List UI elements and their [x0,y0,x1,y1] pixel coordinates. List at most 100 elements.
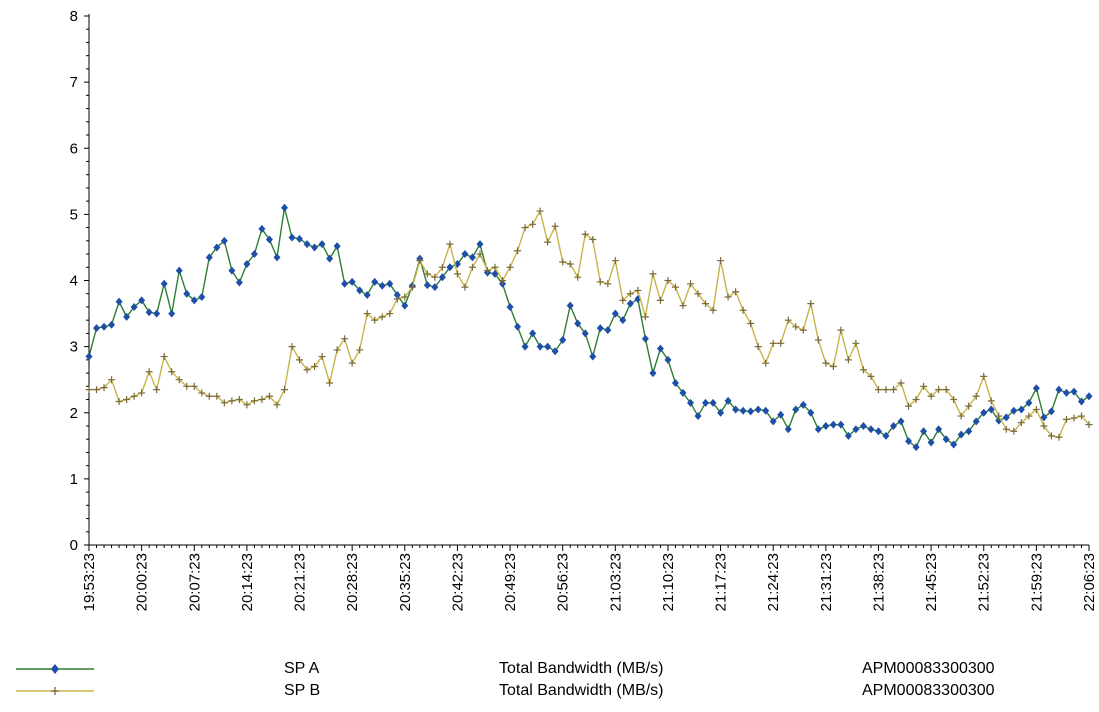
data-point [190,296,198,305]
data-point [318,240,326,249]
data-point [1055,385,1063,394]
data-point [100,322,108,331]
data-point [265,235,273,244]
data-point [679,388,687,397]
data-point [228,397,236,405]
data-point [288,343,296,351]
data-point [183,382,191,390]
data-point [551,347,559,356]
x-tick-label: 21:24:23 [765,553,782,611]
data-point [837,420,845,429]
data-point [596,324,604,333]
data-point [544,342,552,351]
data-point [273,253,281,262]
data-point [198,293,206,302]
data-point [799,400,807,409]
y-tick-label: 6 [70,140,78,157]
data-point [822,421,830,430]
data-point [784,316,792,324]
data-point [250,250,258,259]
data-point [807,300,815,308]
data-point [935,386,943,394]
data-point [995,412,1003,420]
data-point [288,233,296,242]
data-point [431,283,439,292]
data-point [664,277,672,284]
data-point [604,280,612,288]
y-tick-label: 4 [70,273,78,290]
data-point [333,346,341,354]
data-point [205,253,213,262]
data-point [1047,407,1055,416]
series-sp-a [85,203,1093,452]
data-point [935,425,943,434]
data-point [108,376,116,384]
data-point [145,308,153,317]
x-tick-label: 21:59:23 [1028,553,1045,611]
data-point [85,352,93,361]
data-point [619,316,627,325]
data-point [807,408,815,417]
data-point [965,402,973,410]
data-point [93,324,101,333]
data-point [717,257,725,265]
data-point [559,258,567,266]
data-point [529,220,537,228]
data-point [972,417,980,426]
data-point [1040,413,1048,422]
data-point [506,302,514,311]
data-point [93,386,101,394]
x-tick-label: 20:14:23 [239,553,256,611]
chart-axes [88,14,1089,546]
x-tick-label: 21:10:23 [660,553,677,611]
data-point [822,359,830,367]
x-tick-label: 19:53:23 [81,553,98,611]
data-point [438,263,446,271]
data-point [521,224,529,232]
data-point [957,430,965,439]
data-point [115,297,123,306]
data-point [153,386,161,394]
data-point [814,425,822,434]
y-axis-ticks: 0 1 2 3 4 5 6 7 8 [70,8,89,554]
data-point [611,309,619,318]
data-point [348,359,356,367]
data-point [1025,398,1033,407]
data-point [138,296,146,305]
data-point [1010,406,1018,415]
data-point [641,313,649,321]
data-point [258,396,266,404]
legend-object-id: APM00083300300 [862,660,995,677]
x-tick-label: 20:00:23 [134,553,151,611]
data-point [844,356,852,364]
y-tick-label: 1 [70,471,78,488]
data-point [905,437,913,446]
data-point [1002,425,1010,433]
data-point [769,339,777,347]
data-point [754,343,762,351]
data-point [724,293,732,301]
data-point [1017,405,1025,414]
x-tick-label: 22:06:23 [1081,553,1098,611]
data-point [544,238,552,246]
y-tick-label: 8 [70,8,78,25]
x-tick-label: 20:56:23 [555,553,572,611]
data-point [581,329,589,338]
data-point [792,323,800,331]
data-point [341,279,349,288]
data-point [386,310,394,318]
data-point [303,366,311,374]
data-point [1025,412,1033,420]
data-point [754,405,762,414]
data-point [762,406,770,415]
data-point [423,270,431,278]
legend-entry-sp-b: SP B Total Bandwidth (MB/s) APM000833003… [0,680,1099,702]
data-point [882,386,890,394]
data-point [852,425,860,434]
data-point [566,260,574,268]
chart-legend: SP A Total Bandwidth (MB/s) APM000833003… [0,658,1099,708]
data-point [378,281,386,290]
data-point [220,236,228,245]
data-point [491,263,499,271]
legend-metric: Total Bandwidth (MB/s) [499,682,664,699]
